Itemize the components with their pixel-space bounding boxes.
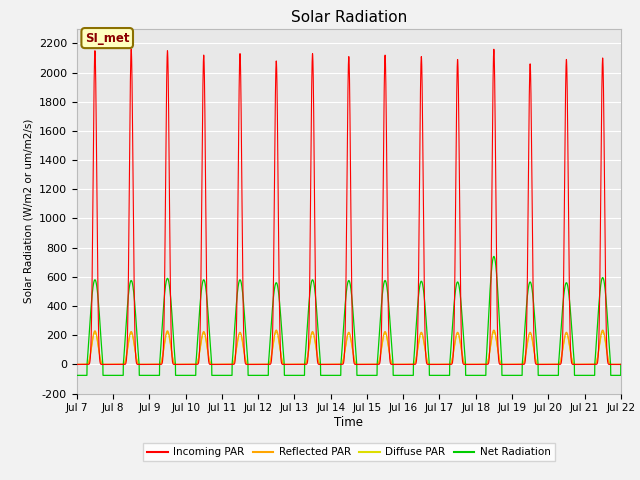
Y-axis label: Solar Radiation (W/m2 or um/m2/s): Solar Radiation (W/m2 or um/m2/s) bbox=[23, 119, 33, 303]
Legend: Incoming PAR, Reflected PAR, Diffuse PAR, Net Radiation: Incoming PAR, Reflected PAR, Diffuse PAR… bbox=[143, 443, 555, 461]
X-axis label: Time: Time bbox=[334, 416, 364, 429]
Text: SI_met: SI_met bbox=[85, 32, 129, 45]
Title: Solar Radiation: Solar Radiation bbox=[291, 10, 407, 25]
